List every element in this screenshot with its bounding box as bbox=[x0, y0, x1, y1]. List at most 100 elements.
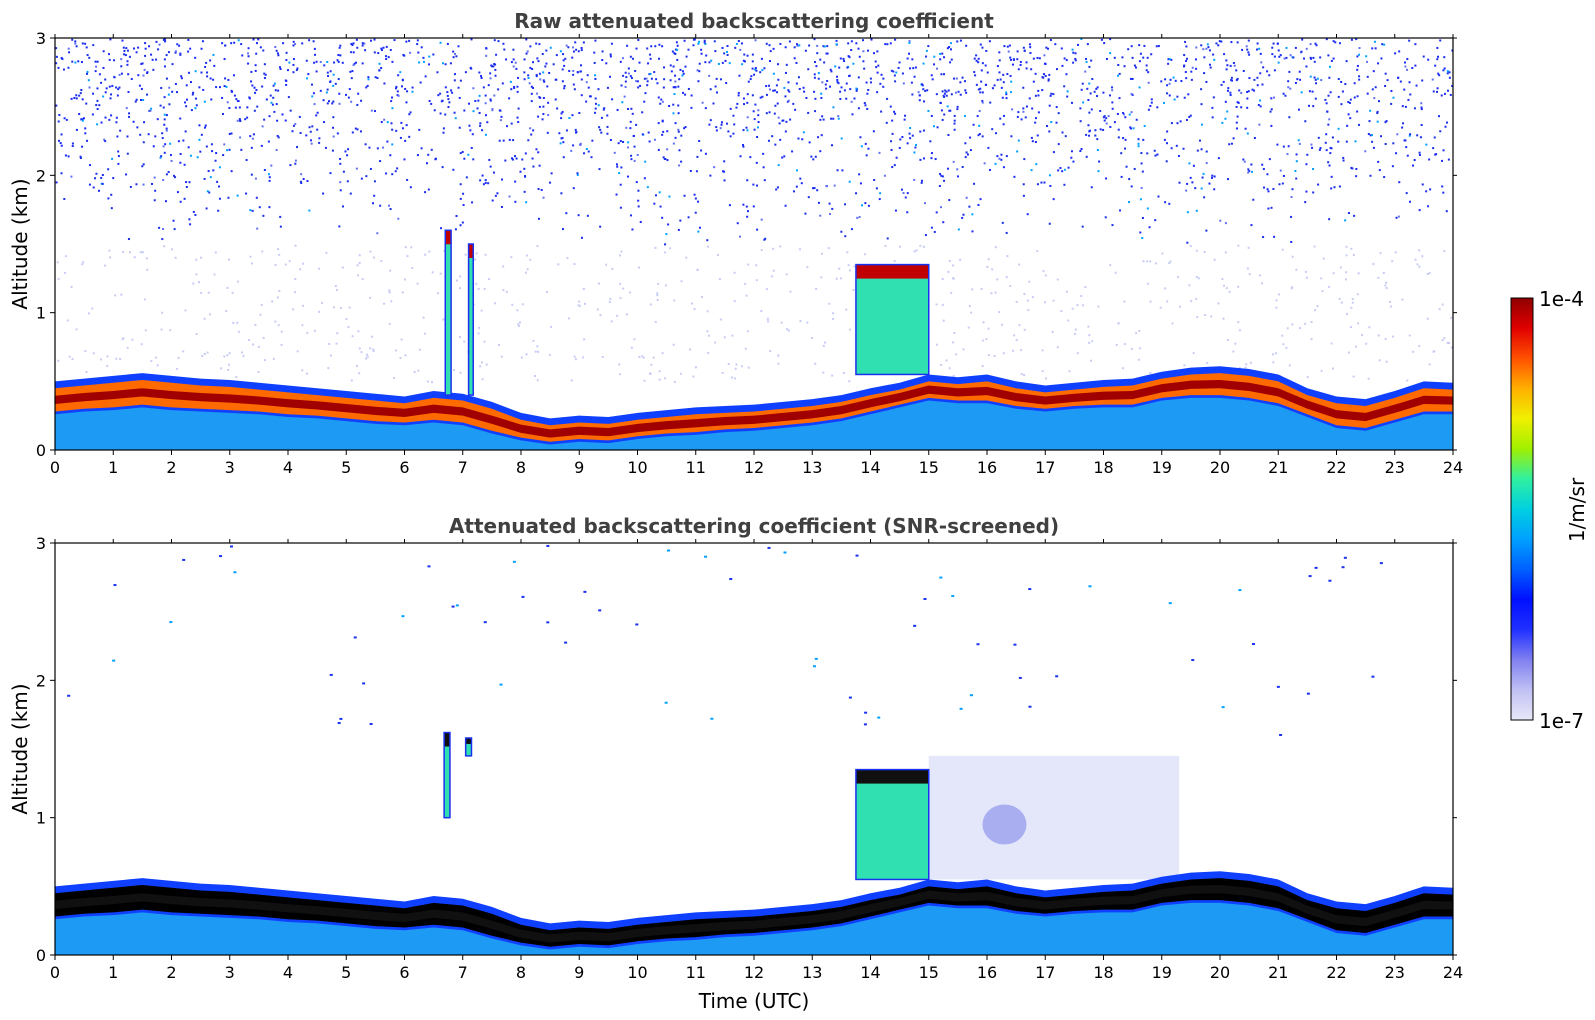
noise-pixel bbox=[725, 82, 728, 85]
noise-pixel bbox=[453, 111, 456, 114]
noise-pixel bbox=[382, 46, 385, 49]
noise-pixel bbox=[807, 196, 810, 199]
noise-pixel bbox=[494, 74, 497, 77]
noise-pixel bbox=[1117, 63, 1120, 66]
noise-pixel bbox=[1175, 144, 1178, 147]
x-tick-label: 19 bbox=[1152, 963, 1172, 982]
noise-pixel bbox=[726, 53, 729, 56]
noise-pixel bbox=[1002, 73, 1005, 76]
noise-pixel bbox=[512, 65, 515, 68]
noise-pixel bbox=[183, 101, 186, 104]
noise-pixel bbox=[666, 130, 669, 133]
noise-pixel bbox=[673, 93, 676, 96]
noise-pixel bbox=[305, 59, 308, 62]
noise-pixel bbox=[424, 191, 427, 194]
noise-pixel bbox=[1266, 188, 1269, 191]
speckle-pixel bbox=[483, 621, 487, 624]
noise-pixel bbox=[1337, 127, 1340, 130]
noise-pixel bbox=[836, 78, 839, 81]
noise-pixel bbox=[560, 112, 563, 115]
noise-pixel bbox=[215, 86, 218, 89]
noise-pixel bbox=[1292, 56, 1295, 59]
noise-pixel bbox=[897, 66, 900, 69]
faint-pixel bbox=[1237, 244, 1240, 247]
noise-pixel bbox=[684, 93, 687, 96]
noise-pixel bbox=[674, 86, 677, 89]
noise-pixel bbox=[949, 109, 952, 112]
noise-pixel bbox=[1246, 97, 1249, 100]
noise-pixel bbox=[925, 49, 928, 52]
noise-pixel bbox=[591, 139, 594, 142]
noise-pixel bbox=[593, 111, 596, 114]
noise-pixel bbox=[360, 177, 363, 180]
noise-pixel bbox=[126, 60, 129, 63]
noise-pixel bbox=[663, 78, 666, 81]
noise-pixel bbox=[975, 83, 978, 86]
faint-pixel bbox=[341, 266, 344, 269]
noise-pixel bbox=[311, 125, 314, 128]
noise-pixel bbox=[674, 136, 677, 139]
noise-pixel bbox=[1022, 46, 1025, 49]
x-tick-label: 24 bbox=[1443, 963, 1463, 982]
noise-pixel bbox=[1289, 54, 1292, 57]
faint-pixel bbox=[658, 378, 661, 381]
noise-pixel bbox=[975, 54, 978, 57]
noise-pixel bbox=[1298, 142, 1301, 145]
noise-pixel bbox=[817, 136, 820, 139]
noise-pixel bbox=[532, 61, 535, 64]
noise-pixel bbox=[289, 164, 292, 167]
noise-pixel bbox=[1242, 69, 1245, 72]
faint-pixel bbox=[1314, 309, 1317, 312]
faint-pixel bbox=[370, 335, 373, 338]
noise-pixel bbox=[1330, 175, 1333, 178]
noise-pixel bbox=[754, 103, 757, 106]
noise-pixel bbox=[139, 133, 142, 136]
noise-pixel bbox=[512, 139, 515, 142]
noise-pixel bbox=[641, 111, 644, 114]
noise-pixel bbox=[900, 188, 903, 191]
noise-pixel bbox=[681, 70, 684, 73]
faint-pixel bbox=[822, 344, 825, 347]
faint-pixel bbox=[1298, 327, 1301, 330]
noise-pixel bbox=[126, 63, 129, 66]
noise-pixel bbox=[425, 162, 428, 165]
faint-pixel bbox=[1330, 342, 1333, 345]
noise-pixel bbox=[669, 79, 672, 82]
noise-pixel bbox=[161, 137, 164, 140]
noise-pixel bbox=[545, 49, 548, 52]
noise-pixel bbox=[985, 83, 988, 86]
noise-pixel bbox=[961, 166, 964, 169]
noise-pixel bbox=[187, 71, 190, 74]
noise-pixel bbox=[1230, 41, 1233, 44]
noise-pixel bbox=[440, 227, 443, 230]
noise-pixel bbox=[370, 109, 373, 112]
noise-pixel bbox=[1208, 182, 1211, 185]
noise-pixel bbox=[185, 98, 188, 101]
noise-pixel bbox=[1150, 98, 1153, 101]
faint-pixel bbox=[1084, 285, 1087, 288]
noise-pixel bbox=[1185, 59, 1188, 62]
noise-pixel bbox=[91, 113, 94, 116]
noise-pixel bbox=[981, 46, 984, 49]
noise-pixel bbox=[1270, 108, 1273, 111]
noise-pixel bbox=[1209, 63, 1212, 66]
noise-pixel bbox=[987, 146, 990, 149]
noise-pixel bbox=[1117, 136, 1120, 139]
noise-pixel bbox=[1296, 78, 1299, 81]
noise-pixel bbox=[1307, 104, 1310, 107]
faint-pixel bbox=[1416, 263, 1419, 266]
noise-pixel bbox=[742, 59, 745, 62]
noise-pixel bbox=[977, 134, 980, 137]
speckle-pixel bbox=[939, 576, 943, 579]
faint-pixel bbox=[1237, 321, 1240, 324]
noise-pixel bbox=[1088, 111, 1091, 114]
noise-pixel bbox=[1443, 67, 1446, 70]
faint-pixel bbox=[358, 262, 361, 265]
noise-pixel bbox=[1297, 139, 1300, 142]
noise-pixel bbox=[576, 172, 579, 175]
noise-pixel bbox=[1329, 152, 1332, 155]
noise-pixel bbox=[554, 78, 557, 81]
noise-pixel bbox=[1074, 59, 1077, 62]
faint-pixel bbox=[616, 314, 619, 317]
noise-pixel bbox=[1435, 90, 1438, 93]
